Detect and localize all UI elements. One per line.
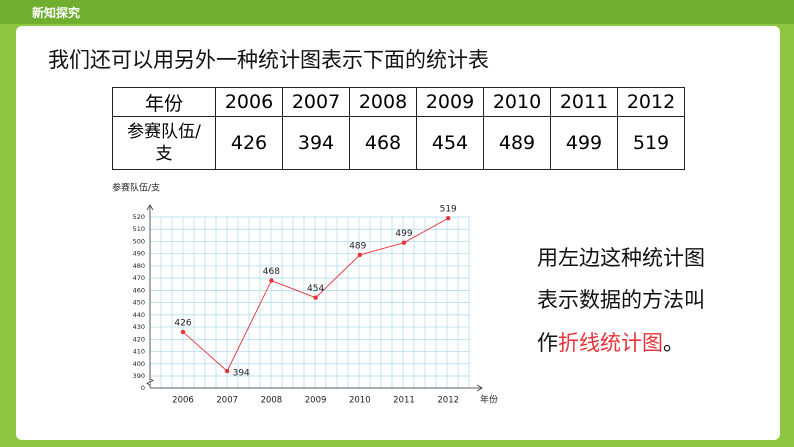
y-tick-label: 500 xyxy=(133,237,145,245)
data-point xyxy=(401,240,407,245)
data-point xyxy=(180,329,186,335)
y-tick-label: 440 xyxy=(133,311,145,319)
data-label: 489 xyxy=(349,241,366,251)
data-table: 年份 2006 2007 2008 2009 2010 2011 2012 参赛队伍/支 426 3… xyxy=(112,87,685,170)
data-label: 394 xyxy=(233,369,250,379)
table-cell: 519 xyxy=(617,116,685,170)
y-tick-label: 510 xyxy=(133,225,145,233)
table-cell: 2008 xyxy=(349,87,417,117)
data-point xyxy=(446,216,451,221)
table-cell: 参赛队伍/支 xyxy=(112,116,216,170)
data-point xyxy=(269,278,274,283)
y-arrow xyxy=(146,204,154,211)
data-point xyxy=(313,295,318,300)
x-tick-label: 2007 xyxy=(216,396,238,406)
data-label: 499 xyxy=(395,229,412,239)
y-tick-label: 390 xyxy=(133,372,145,380)
table-cell: 2007 xyxy=(282,87,350,117)
y-tick-label: 470 xyxy=(133,274,145,282)
y-tick-label: 520 xyxy=(133,213,145,221)
y-tick-label: 420 xyxy=(133,335,145,343)
table-cell: 489 xyxy=(483,116,551,170)
table-cell: 2009 xyxy=(416,87,484,117)
table-cell: 468 xyxy=(349,116,417,170)
x-axis-label: 年份 xyxy=(480,394,498,406)
y-tick-label: 490 xyxy=(133,250,145,258)
x-tick-label: 2009 xyxy=(305,396,327,406)
data-label: 468 xyxy=(263,267,280,277)
text: 。 xyxy=(663,331,684,355)
side-line: 表示数据的方法叫 xyxy=(537,288,705,312)
top-bar: 新知探究 xyxy=(0,0,794,24)
data-label: 426 xyxy=(174,318,191,328)
y-axis-label: 参赛队伍/支 xyxy=(112,182,160,194)
y-tick-label: 410 xyxy=(133,348,145,356)
x-tick-label: 2012 xyxy=(437,396,459,406)
y-tick-label: 480 xyxy=(133,262,145,270)
side-line: 作折线统计图。 xyxy=(537,327,684,357)
data-label: 519 xyxy=(440,205,457,215)
highlight: 折线统计图 xyxy=(558,331,663,355)
table-cell: 394 xyxy=(282,116,350,170)
y-tick-label: 430 xyxy=(133,323,145,331)
y-tick-label: 450 xyxy=(133,299,145,307)
table-cell: 2010 xyxy=(483,87,551,117)
table-cell: 499 xyxy=(550,116,618,170)
x-tick-label: 2008 xyxy=(261,396,283,406)
section-title: 新知探究 xyxy=(32,6,81,20)
side-line: 用左边这种统计图 xyxy=(537,246,705,270)
axis-break xyxy=(146,378,154,386)
text: 作 xyxy=(537,331,558,355)
table-row: 年份 2006 2007 2008 2009 2010 2011 2012 xyxy=(112,87,685,117)
x-arrow xyxy=(476,384,483,392)
data-point xyxy=(357,252,362,258)
table-row: 参赛队伍/支 426 394 468 454 489 499 519 xyxy=(112,116,685,170)
table-cell: 454 xyxy=(416,116,484,170)
table-cell: 426 xyxy=(215,116,283,170)
heading: 我们还可以用另外一种统计图表示下面的统计表 xyxy=(48,48,489,72)
data-label: 454 xyxy=(307,284,324,294)
x-tick-label: 2006 xyxy=(172,396,194,406)
y-tick-label: 400 xyxy=(133,360,145,368)
y-tick-label: 460 xyxy=(133,286,145,294)
x-tick-label: 2010 xyxy=(349,396,371,406)
x-tick-label: 2011 xyxy=(393,396,415,406)
data-point xyxy=(225,368,230,374)
y-tick-label: 0 xyxy=(141,384,145,392)
table-cell: 2012 xyxy=(617,87,685,117)
